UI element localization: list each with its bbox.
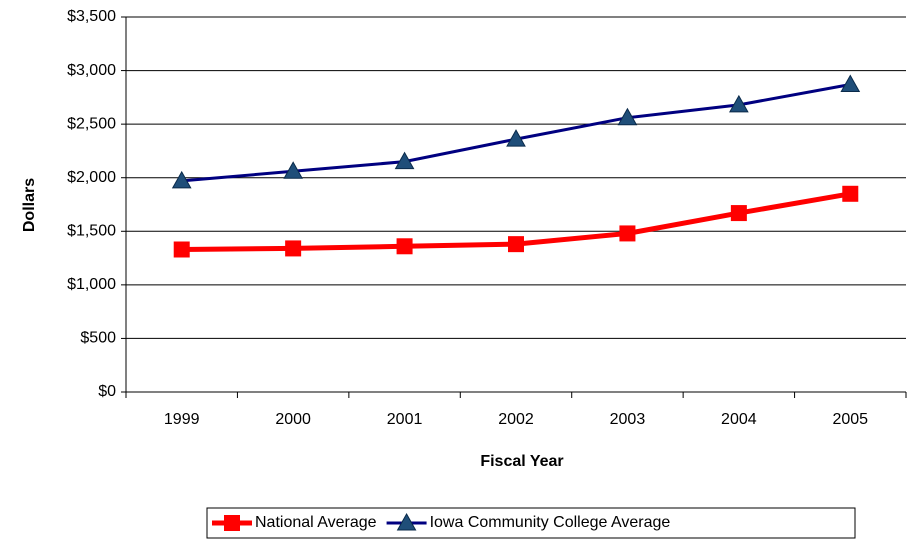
point <box>171 170 192 189</box>
y-tick-label: $3,500 <box>67 8 116 25</box>
legend-box <box>206 507 856 539</box>
point <box>396 238 413 255</box>
legend-marker <box>396 512 417 531</box>
point <box>173 241 190 258</box>
y-tick-label: $1,000 <box>67 276 116 293</box>
x-tick-label: 2002 <box>498 411 534 428</box>
point <box>840 74 861 92</box>
x-tick-label: 2003 <box>610 411 646 428</box>
point <box>285 240 302 257</box>
point <box>729 94 749 113</box>
x-tick-label: 2005 <box>832 411 868 428</box>
y-tick-label: $0 <box>98 383 116 400</box>
legend-label: Iowa Community College Average <box>430 514 671 531</box>
point <box>619 225 636 242</box>
y-tick-label: $3,000 <box>67 62 116 79</box>
point <box>617 107 638 126</box>
point <box>730 205 747 222</box>
point <box>506 129 526 147</box>
legend-label: National Average <box>255 514 377 531</box>
y-tick-label: $2,000 <box>67 169 116 186</box>
point <box>394 151 415 170</box>
point <box>508 236 524 253</box>
y-tick-label: $500 <box>80 330 116 347</box>
point <box>842 185 859 202</box>
x-axis-label: Fiscal Year <box>480 453 563 470</box>
x-tick-label: 1999 <box>164 411 200 428</box>
y-tick-label: $2,500 <box>67 115 116 132</box>
y-axis-label: Dollars <box>21 178 38 232</box>
point <box>283 161 303 179</box>
y-tick-label: $1,500 <box>67 223 116 240</box>
legend-marker <box>224 515 240 531</box>
x-tick-label: 2004 <box>721 411 757 428</box>
x-tick-label: 2001 <box>387 411 423 428</box>
x-tick-label: 2000 <box>275 411 311 428</box>
